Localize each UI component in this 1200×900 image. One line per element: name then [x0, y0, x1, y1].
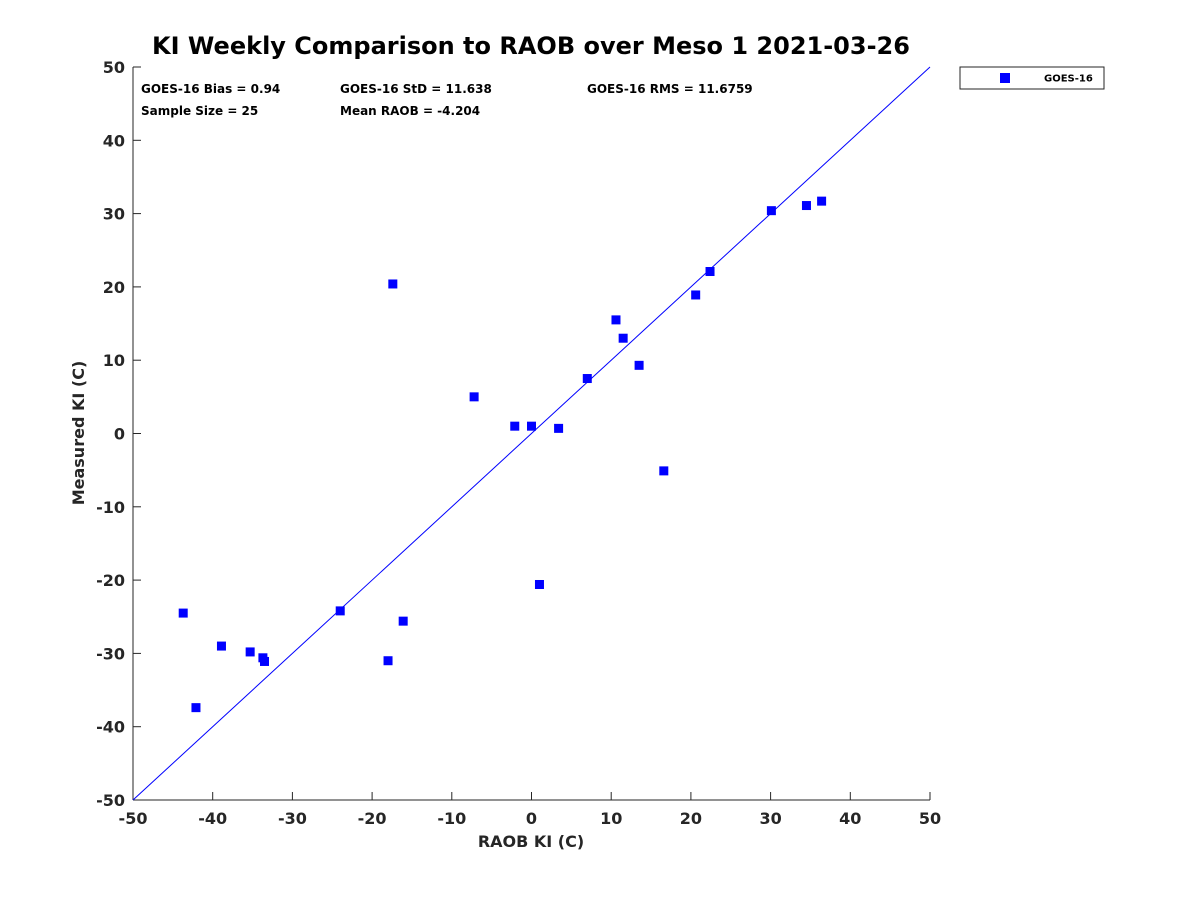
x-tick-label: 20: [680, 809, 702, 828]
x-tick-label: 10: [600, 809, 622, 828]
data-point: [178, 608, 188, 618]
stat-rms: GOES-16 RMS = 11.6759: [587, 82, 753, 96]
x-tick-label: 50: [919, 809, 941, 828]
y-tick-label: 0: [114, 425, 125, 444]
x-tick-label: -40: [198, 809, 227, 828]
data-point: [582, 374, 592, 384]
data-point: [817, 196, 827, 206]
x-ticks: -50 -40 -30 -20 -10 0 10 20 30 40 50: [119, 792, 941, 828]
data-point: [554, 423, 564, 433]
data-point: [398, 616, 408, 626]
y-ticks: -50 -40 -30 -20 -10 0 10 20 30 40 50: [96, 58, 141, 810]
legend-marker-goes-16: [1000, 73, 1010, 83]
data-point: [388, 279, 398, 289]
y-tick-label: 40: [103, 131, 125, 150]
data-point: [335, 606, 345, 616]
data-point: [469, 392, 479, 402]
data-point: [611, 315, 621, 325]
stat-std: GOES-16 StD = 11.638: [340, 82, 492, 96]
legend: GOES-16: [959, 66, 1105, 90]
x-tick-label: -20: [358, 809, 387, 828]
stats-annotations: GOES-16 Bias = 0.94 GOES-16 StD = 11.638…: [141, 82, 753, 118]
y-tick-label: 30: [103, 205, 125, 224]
x-tick-label: -10: [437, 809, 466, 828]
legend-label-goes-16: GOES-16: [1044, 74, 1093, 85]
stat-sample-size: Sample Size = 25: [141, 104, 258, 118]
data-point: [691, 290, 701, 300]
x-tick-label: 0: [526, 809, 537, 828]
y-tick-label: 10: [103, 351, 125, 370]
chart-title: KI Weekly Comparison to RAOB over Meso 1…: [152, 32, 910, 60]
y-tick-label: 20: [103, 278, 125, 297]
data-point: [383, 656, 393, 666]
y-tick-label: -20: [96, 571, 125, 590]
data-points: [178, 196, 827, 713]
data-point: [801, 201, 811, 211]
data-point: [510, 421, 520, 431]
x-tick-label: 40: [839, 809, 861, 828]
y-axis-label: Measured KI (C): [69, 361, 88, 506]
data-point: [216, 641, 226, 651]
one-to-one-reference-line: [132, 66, 931, 801]
stat-bias: GOES-16 Bias = 0.94: [141, 82, 280, 96]
y-tick-label: -10: [96, 498, 125, 517]
y-tick-label: 50: [103, 58, 125, 77]
x-axis-label: RAOB KI (C): [478, 832, 584, 851]
stat-mean-raob: Mean RAOB = -4.204: [340, 104, 480, 118]
data-point: [534, 579, 544, 589]
data-point: [659, 466, 669, 476]
y-tick-label: -30: [96, 644, 125, 663]
y-tick-label: -50: [96, 791, 125, 810]
data-point: [260, 656, 270, 666]
data-point: [618, 333, 628, 343]
data-point: [634, 360, 644, 370]
y-tick-label: -40: [96, 718, 125, 737]
data-point: [766, 206, 776, 216]
x-tick-label: -50: [119, 809, 148, 828]
data-point: [245, 647, 255, 657]
x-tick-label: 30: [759, 809, 781, 828]
data-point: [527, 421, 536, 431]
data-point: [191, 703, 201, 713]
legend-box: [959, 66, 1105, 90]
data-point: [705, 267, 715, 277]
x-tick-label: -30: [278, 809, 307, 828]
